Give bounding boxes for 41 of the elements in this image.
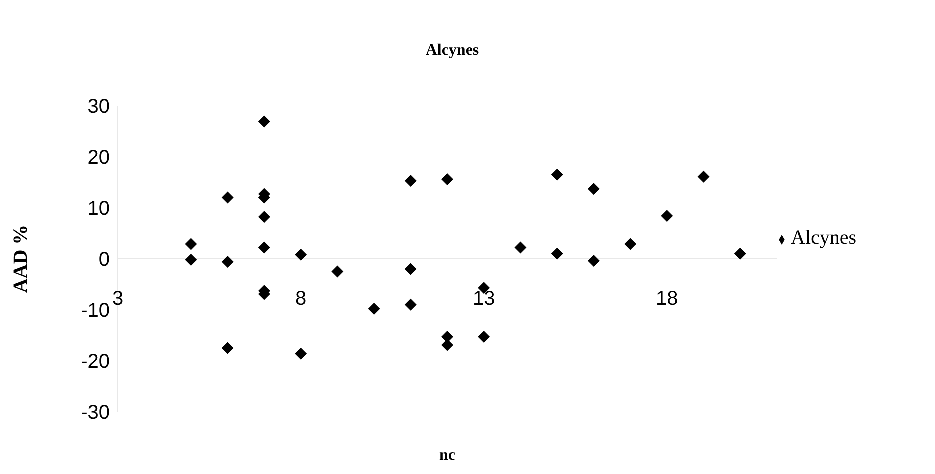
point [185, 254, 198, 266]
point [295, 248, 308, 261]
point [734, 248, 746, 260]
y-tick-label: -10 [81, 300, 110, 322]
point [258, 211, 270, 224]
point [588, 255, 600, 268]
point [661, 210, 674, 222]
x-tick-label: 13 [472, 288, 496, 310]
y-tick-label: -20 [81, 351, 110, 374]
point [185, 238, 198, 250]
point [442, 173, 454, 186]
y-tick-label: 30 [88, 96, 110, 118]
point [551, 168, 564, 181]
point [551, 248, 564, 260]
x-tick-label: 18 [656, 288, 678, 310]
point [258, 242, 270, 254]
point [295, 348, 308, 360]
point [404, 263, 417, 276]
point [258, 116, 270, 128]
x-axis-title: nc [440, 447, 456, 464]
point [368, 302, 380, 315]
point [332, 266, 344, 278]
point [588, 183, 600, 196]
point [404, 174, 417, 187]
point [624, 238, 637, 250]
legend-label: Alcynes [791, 226, 857, 248]
point [514, 242, 527, 254]
y-tick-label: -30 [81, 402, 110, 424]
point [222, 256, 234, 268]
point [404, 298, 417, 311]
y-tick-label: 20 [88, 147, 110, 170]
point [222, 192, 234, 204]
point [222, 342, 234, 354]
x-tick-label: 8 [295, 288, 307, 310]
point [698, 170, 710, 183]
x-tick-label: 3 [112, 288, 124, 310]
y-tick-label: 0 [98, 249, 110, 272]
y-axis-title: AAD % [10, 224, 32, 294]
y-tick-label: 10 [88, 198, 110, 220]
chart-title: Alcynes [424, 42, 480, 60]
point [478, 331, 490, 344]
